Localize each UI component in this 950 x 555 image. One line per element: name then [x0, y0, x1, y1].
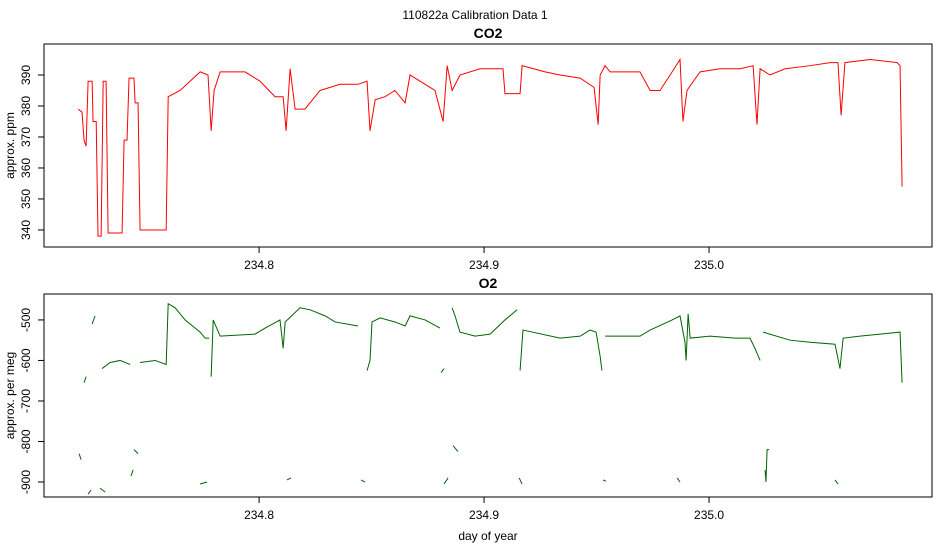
data-line	[286, 477, 292, 481]
data-line	[87, 489, 92, 495]
data-line	[360, 479, 366, 483]
data-line	[101, 359, 131, 369]
y-tick-label: -700	[19, 389, 33, 413]
y-tick-label: -800	[19, 429, 33, 453]
panel-title: CO2	[474, 25, 503, 41]
data-line	[77, 57, 903, 237]
x-tick-label: 234.8	[244, 508, 274, 522]
data-line	[83, 376, 87, 383]
data-line	[443, 477, 449, 485]
data-line	[518, 477, 523, 485]
y-tick-label: -900	[19, 470, 33, 494]
data-line	[366, 315, 441, 371]
data-line	[200, 481, 208, 485]
data-line	[140, 302, 210, 366]
y-tick-label: 350	[19, 189, 33, 209]
y-tick-label: -600	[19, 348, 33, 372]
plot-frame	[43, 43, 933, 248]
data-line	[602, 479, 607, 482]
data-line	[834, 479, 839, 485]
x-tick-label: 234.9	[469, 258, 499, 272]
data-line	[676, 477, 681, 483]
data-line	[764, 449, 770, 483]
panel-title: O2	[479, 275, 498, 291]
data-line	[99, 487, 106, 493]
y-axis-label: approx. per meg	[3, 352, 17, 439]
data-line	[452, 445, 459, 452]
data-line	[605, 313, 761, 361]
y-tick-label: 390	[19, 65, 33, 85]
x-tick-label: 234.9	[469, 508, 499, 522]
data-line	[519, 329, 603, 371]
data-line	[133, 449, 139, 454]
data-line	[762, 331, 903, 383]
x-tick-label: 235.0	[694, 508, 724, 522]
y-tick-label: 370	[19, 127, 33, 147]
x-axis-label: day of year	[458, 529, 517, 543]
data-line	[210, 307, 359, 377]
plot-frame	[43, 293, 933, 498]
x-tick-label: 235.0	[694, 258, 724, 272]
data-line	[451, 307, 518, 337]
y-tick-label: 360	[19, 158, 33, 178]
data-line	[91, 315, 96, 325]
data-line	[78, 453, 82, 460]
figure-title: 110822a Calibration Data 1	[402, 8, 548, 22]
y-tick-label: -500	[19, 308, 33, 332]
y-tick-label: 380	[19, 96, 33, 116]
x-tick-label: 234.8	[244, 258, 274, 272]
y-axis-label: approx. ppm	[3, 112, 17, 179]
data-line	[440, 368, 445, 373]
y-tick-label: 340	[19, 220, 33, 240]
data-line	[130, 469, 134, 477]
